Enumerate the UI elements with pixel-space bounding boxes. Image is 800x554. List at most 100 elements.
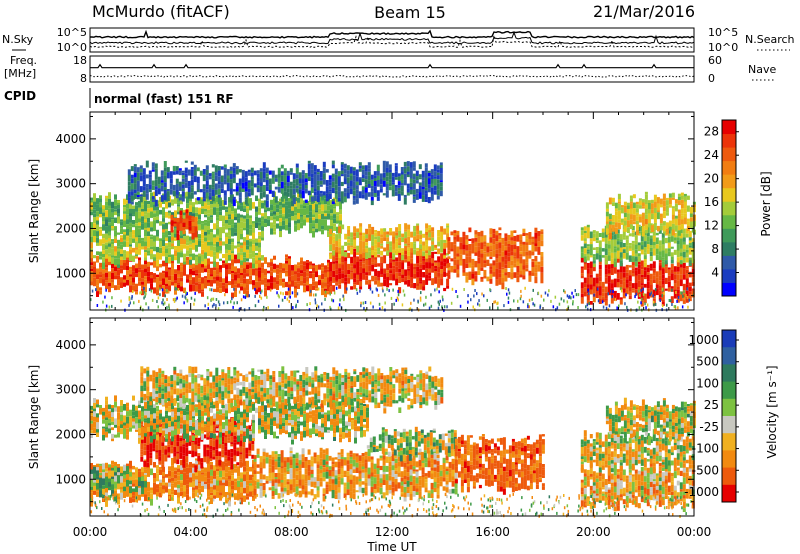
data-cell (105, 242, 108, 246)
data-cell (431, 258, 435, 264)
data-cell (213, 210, 216, 215)
data-cell (111, 470, 114, 477)
data-cell (102, 478, 105, 486)
data-cell (422, 286, 426, 291)
data-cell (179, 446, 183, 453)
data-cell (400, 171, 404, 175)
data-cell (238, 290, 241, 294)
data-cell (483, 275, 487, 279)
data-cell (130, 199, 134, 202)
data-cell (252, 497, 255, 501)
data-cell (261, 200, 264, 203)
data-cell (150, 207, 153, 212)
data-cell (291, 275, 294, 281)
data-cell (117, 248, 120, 252)
data-cell (270, 212, 273, 217)
data-cell (534, 246, 538, 252)
data-cell (688, 282, 692, 287)
data-cell (142, 168, 146, 175)
data-cell (646, 232, 650, 237)
data-cell (295, 163, 299, 168)
data-cell (332, 261, 336, 264)
data-cell (613, 234, 617, 240)
data-cell (437, 306, 440, 310)
data-cell (489, 306, 491, 310)
data-cell (120, 492, 123, 500)
data-cell (622, 277, 626, 282)
data-cell (282, 207, 285, 214)
data-cell (93, 223, 96, 231)
data-cell (498, 256, 502, 263)
data-cell (204, 467, 207, 473)
data-cell (629, 201, 633, 204)
data-cell (537, 241, 541, 247)
data-cell (96, 238, 99, 243)
data-cell (222, 278, 225, 283)
data-cell (128, 296, 131, 300)
data-cell (453, 244, 457, 251)
data-cell (688, 289, 692, 292)
data-cell (532, 288, 534, 292)
data-cell (333, 208, 336, 215)
data-cell (493, 300, 495, 304)
data-cell (641, 226, 645, 233)
data-cell (416, 277, 420, 284)
data-cell (338, 253, 342, 258)
data-cell (377, 254, 381, 258)
data-cell (664, 260, 668, 265)
data-cell (528, 255, 532, 259)
data-cell (418, 164, 422, 170)
data-cell (216, 471, 219, 476)
data-cell (474, 241, 478, 247)
data-cell (416, 258, 420, 264)
data-cell (346, 170, 350, 175)
data-cell (120, 282, 123, 288)
data-cell (397, 188, 401, 191)
data-cell (303, 286, 306, 293)
data-cell (288, 204, 291, 209)
data-cell (540, 240, 544, 247)
data-cell (294, 288, 297, 294)
data-cell (99, 271, 102, 275)
data-cell (468, 238, 472, 241)
data-cell (234, 468, 237, 473)
data-cell (540, 231, 544, 235)
data-cell (352, 195, 356, 199)
data-cell (471, 271, 475, 274)
data-cell (141, 289, 144, 296)
data-cell (280, 181, 284, 189)
data-cell (334, 174, 338, 182)
data-cell (141, 494, 144, 497)
data-cell (610, 239, 614, 246)
data-cell (225, 480, 228, 487)
data-cell (288, 227, 291, 234)
data-cell (160, 195, 164, 202)
data-cell (310, 196, 314, 202)
data-cell (662, 193, 666, 201)
data-cell (194, 222, 198, 227)
nave-tick-top: 60 (708, 54, 722, 67)
data-cell (249, 238, 252, 242)
data-cell (162, 250, 165, 257)
data-cell (132, 209, 135, 215)
data-cell (150, 283, 153, 290)
data-cell (531, 242, 535, 245)
data-cell (661, 257, 665, 260)
data-cell (589, 231, 593, 239)
data-cell (231, 480, 234, 486)
data-cell (306, 303, 308, 307)
data-cell (162, 485, 165, 490)
data-cell (349, 173, 353, 176)
data-cell (184, 177, 188, 183)
data-cell (643, 277, 647, 280)
data-cell (93, 193, 96, 198)
data-cell (192, 473, 195, 480)
data-cell (279, 205, 282, 210)
data-cell (344, 257, 348, 262)
data-cell (138, 248, 141, 255)
data-cell (184, 173, 188, 178)
data-cell (163, 175, 167, 183)
data-cell (249, 224, 252, 230)
data-cell (447, 241, 451, 247)
data-cell (162, 246, 165, 251)
